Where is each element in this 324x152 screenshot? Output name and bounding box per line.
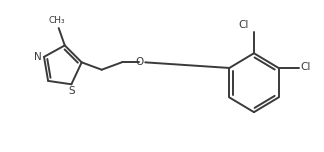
Text: S: S	[68, 86, 75, 96]
Text: CH₃: CH₃	[49, 16, 65, 25]
Text: O: O	[135, 57, 144, 67]
Text: Cl: Cl	[300, 62, 310, 72]
Text: Cl: Cl	[238, 20, 249, 30]
Text: N: N	[34, 52, 42, 62]
